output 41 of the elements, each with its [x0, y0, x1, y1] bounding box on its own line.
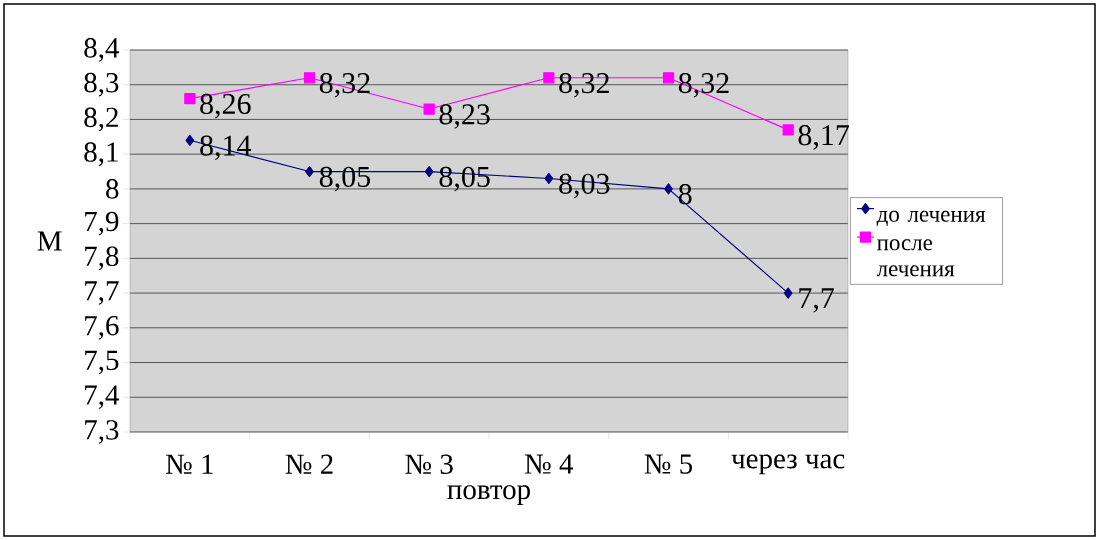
y-tick-label: 7,8 — [85, 246, 119, 271]
point — [543, 72, 555, 84]
x-tick-label: через час — [731, 454, 845, 475]
legend-label: после лечения — [876, 239, 955, 277]
y-tick-label: 7,6 — [85, 315, 119, 340]
y-tick-label: 8,3 — [84, 72, 119, 97]
data-label: 8,32 — [678, 72, 729, 98]
point — [664, 183, 673, 195]
x-tick-label: № 3 — [405, 454, 453, 474]
data-label: 8,17 — [798, 125, 849, 150]
y-tick-label: 8,4 — [84, 38, 120, 62]
y-tick-label: 8,1 — [84, 142, 118, 167]
point — [662, 72, 675, 84]
y-tick-label: 7,5 — [85, 350, 119, 375]
x-axis-title: повтор — [447, 485, 530, 506]
legend-label: до лечения — [876, 210, 986, 227]
point — [424, 165, 434, 178]
y-tick-label: 7,7 — [85, 281, 119, 305]
y-axis-title: M — [37, 231, 62, 251]
point — [185, 134, 195, 146]
data-label: 8,05 — [439, 166, 490, 192]
y-tick-label: 7,4 — [85, 385, 120, 410]
x-tick-label: № 2 — [285, 454, 333, 474]
point — [423, 103, 435, 115]
data-label: 8,32 — [559, 72, 609, 98]
y-tick-label: 7,3 — [85, 420, 119, 444]
point — [782, 124, 794, 136]
data-label: 8 — [678, 184, 692, 205]
y-tick-label: 8,2 — [84, 107, 118, 132]
x-tick-label: № 4 — [524, 454, 574, 474]
x-tick-label: № 5 — [644, 454, 693, 474]
y-tick-label: 8 — [106, 179, 119, 199]
point — [544, 172, 554, 185]
y-tick-label: 7,9 — [85, 211, 119, 236]
point — [783, 287, 793, 299]
data-label: 7,7 — [799, 288, 834, 313]
x-tick-label: № 1 — [165, 454, 213, 474]
point — [184, 93, 196, 105]
data-label: 8,26 — [200, 93, 251, 119]
point — [303, 72, 316, 84]
data-label: 8,05 — [319, 166, 371, 192]
